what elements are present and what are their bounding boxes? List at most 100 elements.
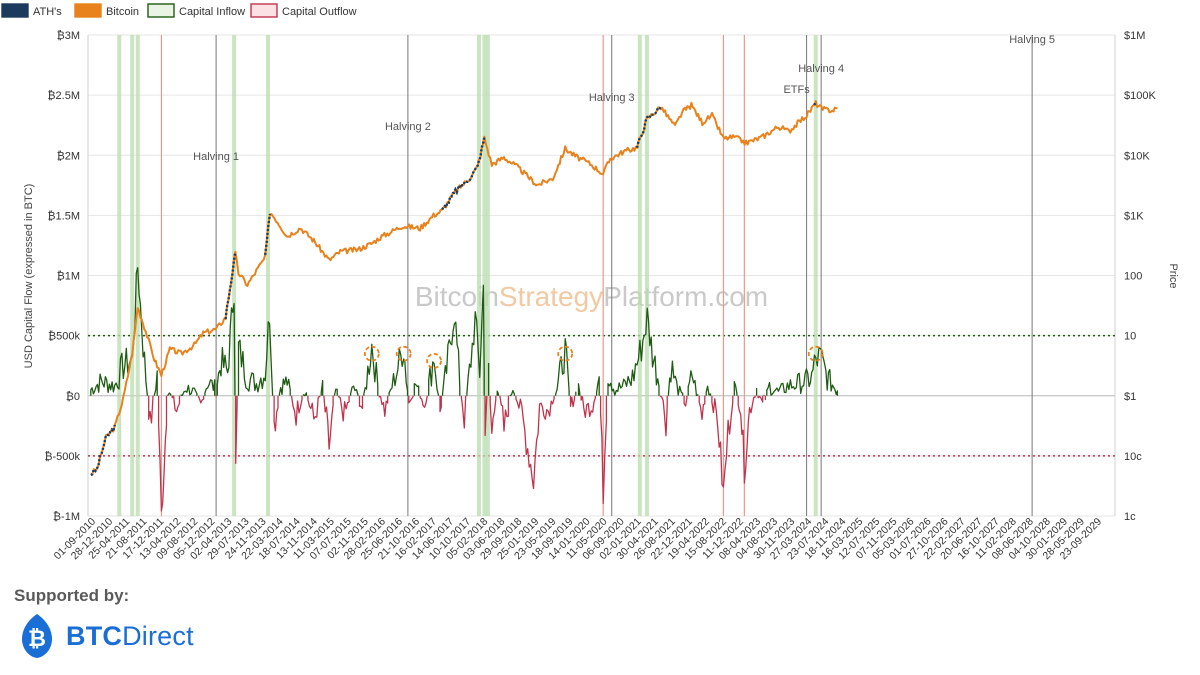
y-right-tick-7: 10c — [1124, 451, 1142, 463]
y-right-tick-5: 10 — [1124, 331, 1136, 343]
legend-swatch-3 — [250, 3, 278, 18]
logo-text-light: Direct — [122, 620, 194, 651]
y-left-tick-4: ₿1M — [57, 271, 80, 283]
annotation-label-3: Halving 4 — [798, 63, 844, 75]
inflow-segment-17 — [466, 284, 485, 396]
legend-label-1: Bitcoin — [106, 6, 139, 18]
y-left-tick-8: ₿-1M — [53, 511, 80, 523]
ath-segment-1 — [224, 251, 237, 320]
outflow-segment-25 — [659, 395, 668, 437]
outflow-segment-28 — [711, 395, 734, 488]
inflow-band-10 — [813, 35, 818, 516]
highlight-marker-4 — [807, 345, 824, 362]
outflow-segment-23 — [580, 395, 596, 418]
outflow-segment-21 — [569, 395, 576, 408]
legend-label-3: Capital Outflow — [282, 6, 357, 18]
y-right-tick-4: 100 — [1124, 271, 1142, 283]
inflow-band-9 — [644, 35, 649, 516]
highlight-marker-2 — [426, 352, 442, 369]
inflow-segment-7 — [278, 376, 291, 396]
outflow-segment-26 — [683, 395, 688, 407]
inflow-segment-10 — [333, 388, 338, 397]
y-left-tick-7: ₿-500k — [44, 451, 80, 463]
outflow-segment-12 — [378, 395, 389, 417]
outflow-segment-5 — [235, 395, 238, 464]
svg-text:₿: ₿ — [28, 626, 46, 651]
inflow-segment-14 — [413, 383, 420, 396]
outflow-segment-27 — [698, 395, 706, 421]
ath-segment-0 — [90, 424, 116, 477]
watermark-part2: Strategy — [499, 281, 603, 312]
inflow-segment-8 — [302, 392, 308, 397]
inflow-band-3 — [232, 35, 237, 516]
inflow-segment-6 — [237, 321, 274, 397]
inflow-band-1 — [130, 35, 135, 516]
axes: ₿3M $1M ₿2.5M $100K ₿2M $10K ₿1.5M $1K ₿1M 100 ₿50… — [23, 30, 1179, 562]
outflow-segment-24 — [599, 395, 608, 505]
inflow-segment-13 — [388, 348, 409, 396]
inflow-segment-16 — [441, 321, 461, 396]
outflow-segment-30 — [757, 395, 764, 403]
capital-flow-chart: ATH's Bitcoin Capital Inflow Capital Outflo… — [1, 3, 1179, 562]
inflow-segment-23 — [577, 383, 581, 396]
y-axis-title: USD Capital Flow (expressed in BTC) — [23, 184, 35, 369]
outflow-segment-9 — [323, 395, 334, 450]
inflow-segment-4 — [204, 379, 216, 396]
outflow-segment-3 — [197, 395, 205, 404]
y-left-tick-5: ₿500k — [48, 331, 80, 343]
inflow-segment-29 — [733, 381, 738, 396]
outflow-segment-19 — [499, 395, 510, 432]
legend: ATH's Bitcoin Capital Inflow Capital Outflo… — [1, 3, 357, 18]
inflow-segment-26 — [667, 360, 684, 396]
outflow-segment-0 — [148, 395, 154, 424]
inflow-band-6 — [482, 35, 487, 516]
grid — [87, 34, 1116, 517]
inflow-band-5 — [476, 35, 481, 516]
outflow-segment-16 — [460, 395, 467, 429]
outflow-segment-10 — [338, 395, 350, 422]
outflow-segment-11 — [358, 395, 364, 410]
legend-swatch-2 — [147, 3, 175, 18]
inflow-band-7 — [485, 35, 490, 516]
outflow-segment-15 — [439, 395, 442, 413]
inflow-band-8 — [637, 35, 642, 516]
inflow-segment-3 — [180, 384, 198, 396]
btcdirect-logo[interactable]: ₿ BTCDirect — [18, 612, 194, 660]
annotation-label-2: Halving 3 — [589, 92, 635, 104]
inflow-segment-32 — [766, 346, 839, 396]
inflow-segment-15 — [428, 361, 440, 397]
y-right-tick-1: $100K — [1124, 90, 1156, 102]
annotation-label-5: Halving 5 — [1009, 34, 1055, 46]
event-bands — [117, 35, 1033, 516]
inflow-segment-5 — [216, 302, 236, 396]
logo-text-bold: BTC — [66, 620, 123, 651]
inflow-segment-28 — [705, 385, 712, 396]
outflow-segment-17 — [484, 395, 488, 437]
annotation-label-0: Halving 1 — [193, 151, 239, 163]
inflow-band-4 — [266, 35, 271, 516]
capital-flow-series — [90, 267, 839, 512]
y-left-tick-1: ₿2.5M — [47, 90, 80, 102]
outflow-segment-1 — [157, 395, 168, 512]
y-right-tick-3: $1K — [1124, 210, 1144, 222]
outflow-segment-13 — [408, 395, 414, 404]
inflow-segment-1 — [153, 370, 158, 396]
legend-label-0: ATH's — [33, 6, 62, 18]
y2-axis-title: Price — [1167, 263, 1179, 288]
outflow-segment-14 — [419, 395, 428, 408]
y-right-tick-6: $1 — [1124, 391, 1136, 403]
annotation-label-1: Halving 2 — [385, 121, 431, 133]
legend-swatch-0 — [1, 3, 29, 18]
highlight-marker-3 — [557, 345, 574, 362]
btcdirect-logo-icon: ₿ — [22, 614, 52, 658]
outflow-segment-18 — [489, 395, 497, 434]
inflow-segment-9 — [320, 379, 324, 396]
inflow-segment-19 — [496, 390, 500, 396]
outflow-segment-20 — [515, 395, 555, 490]
legend-swatch-1 — [74, 3, 102, 18]
outflow-segment-29 — [737, 395, 756, 484]
outflow-segment-8 — [307, 395, 321, 420]
inflow-segment-21 — [554, 337, 570, 396]
inflow-segment-0 — [90, 267, 148, 396]
y-right-tick-8: 1c — [1124, 511, 1136, 523]
